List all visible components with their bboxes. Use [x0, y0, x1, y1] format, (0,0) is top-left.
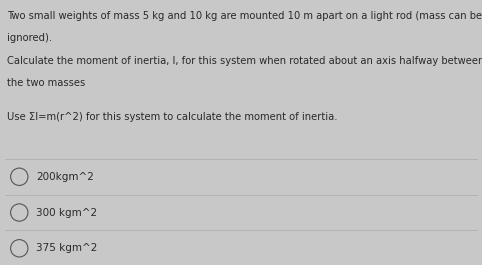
Text: 200kgm^2: 200kgm^2 [36, 172, 94, 182]
Text: the two masses: the two masses [7, 78, 85, 88]
Text: Calculate the moment of inertia, I, for this system when rotated about an axis h: Calculate the moment of inertia, I, for … [7, 56, 482, 66]
Text: Use ΣI=m(r^2) for this system to calculate the moment of inertia.: Use ΣI=m(r^2) for this system to calcula… [7, 112, 338, 122]
Text: 375 kgm^2: 375 kgm^2 [36, 243, 97, 253]
Text: 300 kgm^2: 300 kgm^2 [36, 207, 97, 218]
Text: Two small weights of mass 5 kg and 10 kg are mounted 10 m apart on a light rod (: Two small weights of mass 5 kg and 10 kg… [7, 11, 482, 21]
Text: ignored).: ignored). [7, 33, 53, 43]
